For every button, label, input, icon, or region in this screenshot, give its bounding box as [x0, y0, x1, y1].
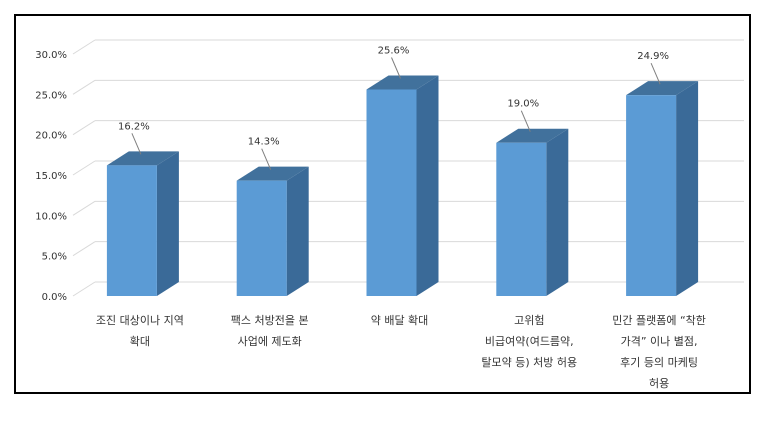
bar-top	[106, 151, 179, 166]
category-label-line: 고위험	[514, 314, 544, 327]
data-label-leader	[650, 62, 661, 85]
bar	[626, 81, 699, 296]
category-label-line: 탈모약 등) 처방 허용	[481, 355, 577, 369]
bar-top	[626, 81, 699, 96]
category-label-line: 약 배달 확대	[371, 313, 429, 327]
bar-front	[496, 142, 547, 296]
y-tick-label: 10.0%	[35, 211, 67, 222]
y-tick-label: 30.0%	[35, 50, 67, 61]
gridline-diagonal	[72, 281, 96, 297]
data-label-leader	[261, 148, 272, 170]
data-label: 19.0%	[507, 99, 539, 110]
data-label-leader	[391, 57, 401, 79]
bar	[236, 166, 309, 296]
data-label-leader	[520, 110, 531, 132]
bar	[106, 151, 179, 296]
bar-side	[416, 75, 439, 296]
bar-front	[366, 89, 417, 296]
chart-frame: 0.0% 5.0% 10.0% 15.0% 20.0% 25.0% 30.0% 16.2% 조…	[14, 14, 751, 394]
y-tick-label: 5.0%	[42, 252, 67, 263]
bar	[496, 128, 569, 296]
gridline-diagonal	[72, 120, 96, 136]
y-tick-label: 0.0%	[42, 292, 67, 303]
bar-side	[156, 151, 179, 296]
gridline-diagonal	[72, 39, 96, 55]
bar-chart: 0.0% 5.0% 10.0% 15.0% 20.0% 25.0% 30.0% 16.2% 조…	[35, 39, 744, 390]
data-label: 24.9%	[637, 51, 669, 62]
gridline-diagonal	[72, 241, 96, 257]
gridline-diagonal	[72, 79, 96, 95]
y-tick-label: 25.0%	[35, 90, 67, 101]
category-label-line: 사업에 제도화	[238, 335, 302, 348]
category-label-line: 가격” 이나 별점,	[621, 335, 698, 348]
data-label: 25.6%	[378, 45, 410, 56]
data-label-leader	[131, 133, 142, 155]
category-label-line: 비급여약(여드름약,	[485, 334, 574, 348]
bar-top	[496, 128, 569, 143]
bar-side	[286, 166, 309, 296]
category-label-line: 조진 대상이나 지역	[96, 314, 184, 327]
y-tick-label: 20.0%	[35, 131, 67, 142]
category-label-line: 허용	[649, 377, 669, 390]
category-label-line: 후기 등의 마케팅	[620, 356, 698, 369]
bars-layer	[106, 75, 699, 296]
category-label-line: 민간 플랫폼에 “착한	[612, 314, 706, 327]
bar-side	[546, 128, 569, 296]
bar-front	[626, 95, 677, 296]
bar-front	[236, 180, 287, 296]
bar-side	[676, 81, 699, 296]
gridline-diagonal	[72, 200, 96, 216]
bar-top	[366, 75, 439, 90]
data-label: 14.3%	[248, 137, 280, 148]
y-tick-label: 15.0%	[35, 171, 67, 182]
bar	[366, 75, 439, 296]
category-label: 약 배달 확대	[371, 313, 429, 327]
data-label: 16.2%	[118, 121, 150, 132]
category-label-line: 확대	[130, 335, 150, 348]
bar-top	[236, 166, 309, 181]
y-axis: 0.0% 5.0% 10.0% 15.0% 20.0% 25.0% 30.0%	[35, 50, 67, 303]
bar-front	[106, 165, 157, 296]
gridline-diagonal	[72, 160, 96, 176]
category-label-line: 팩스 처방전을 본	[231, 314, 309, 327]
